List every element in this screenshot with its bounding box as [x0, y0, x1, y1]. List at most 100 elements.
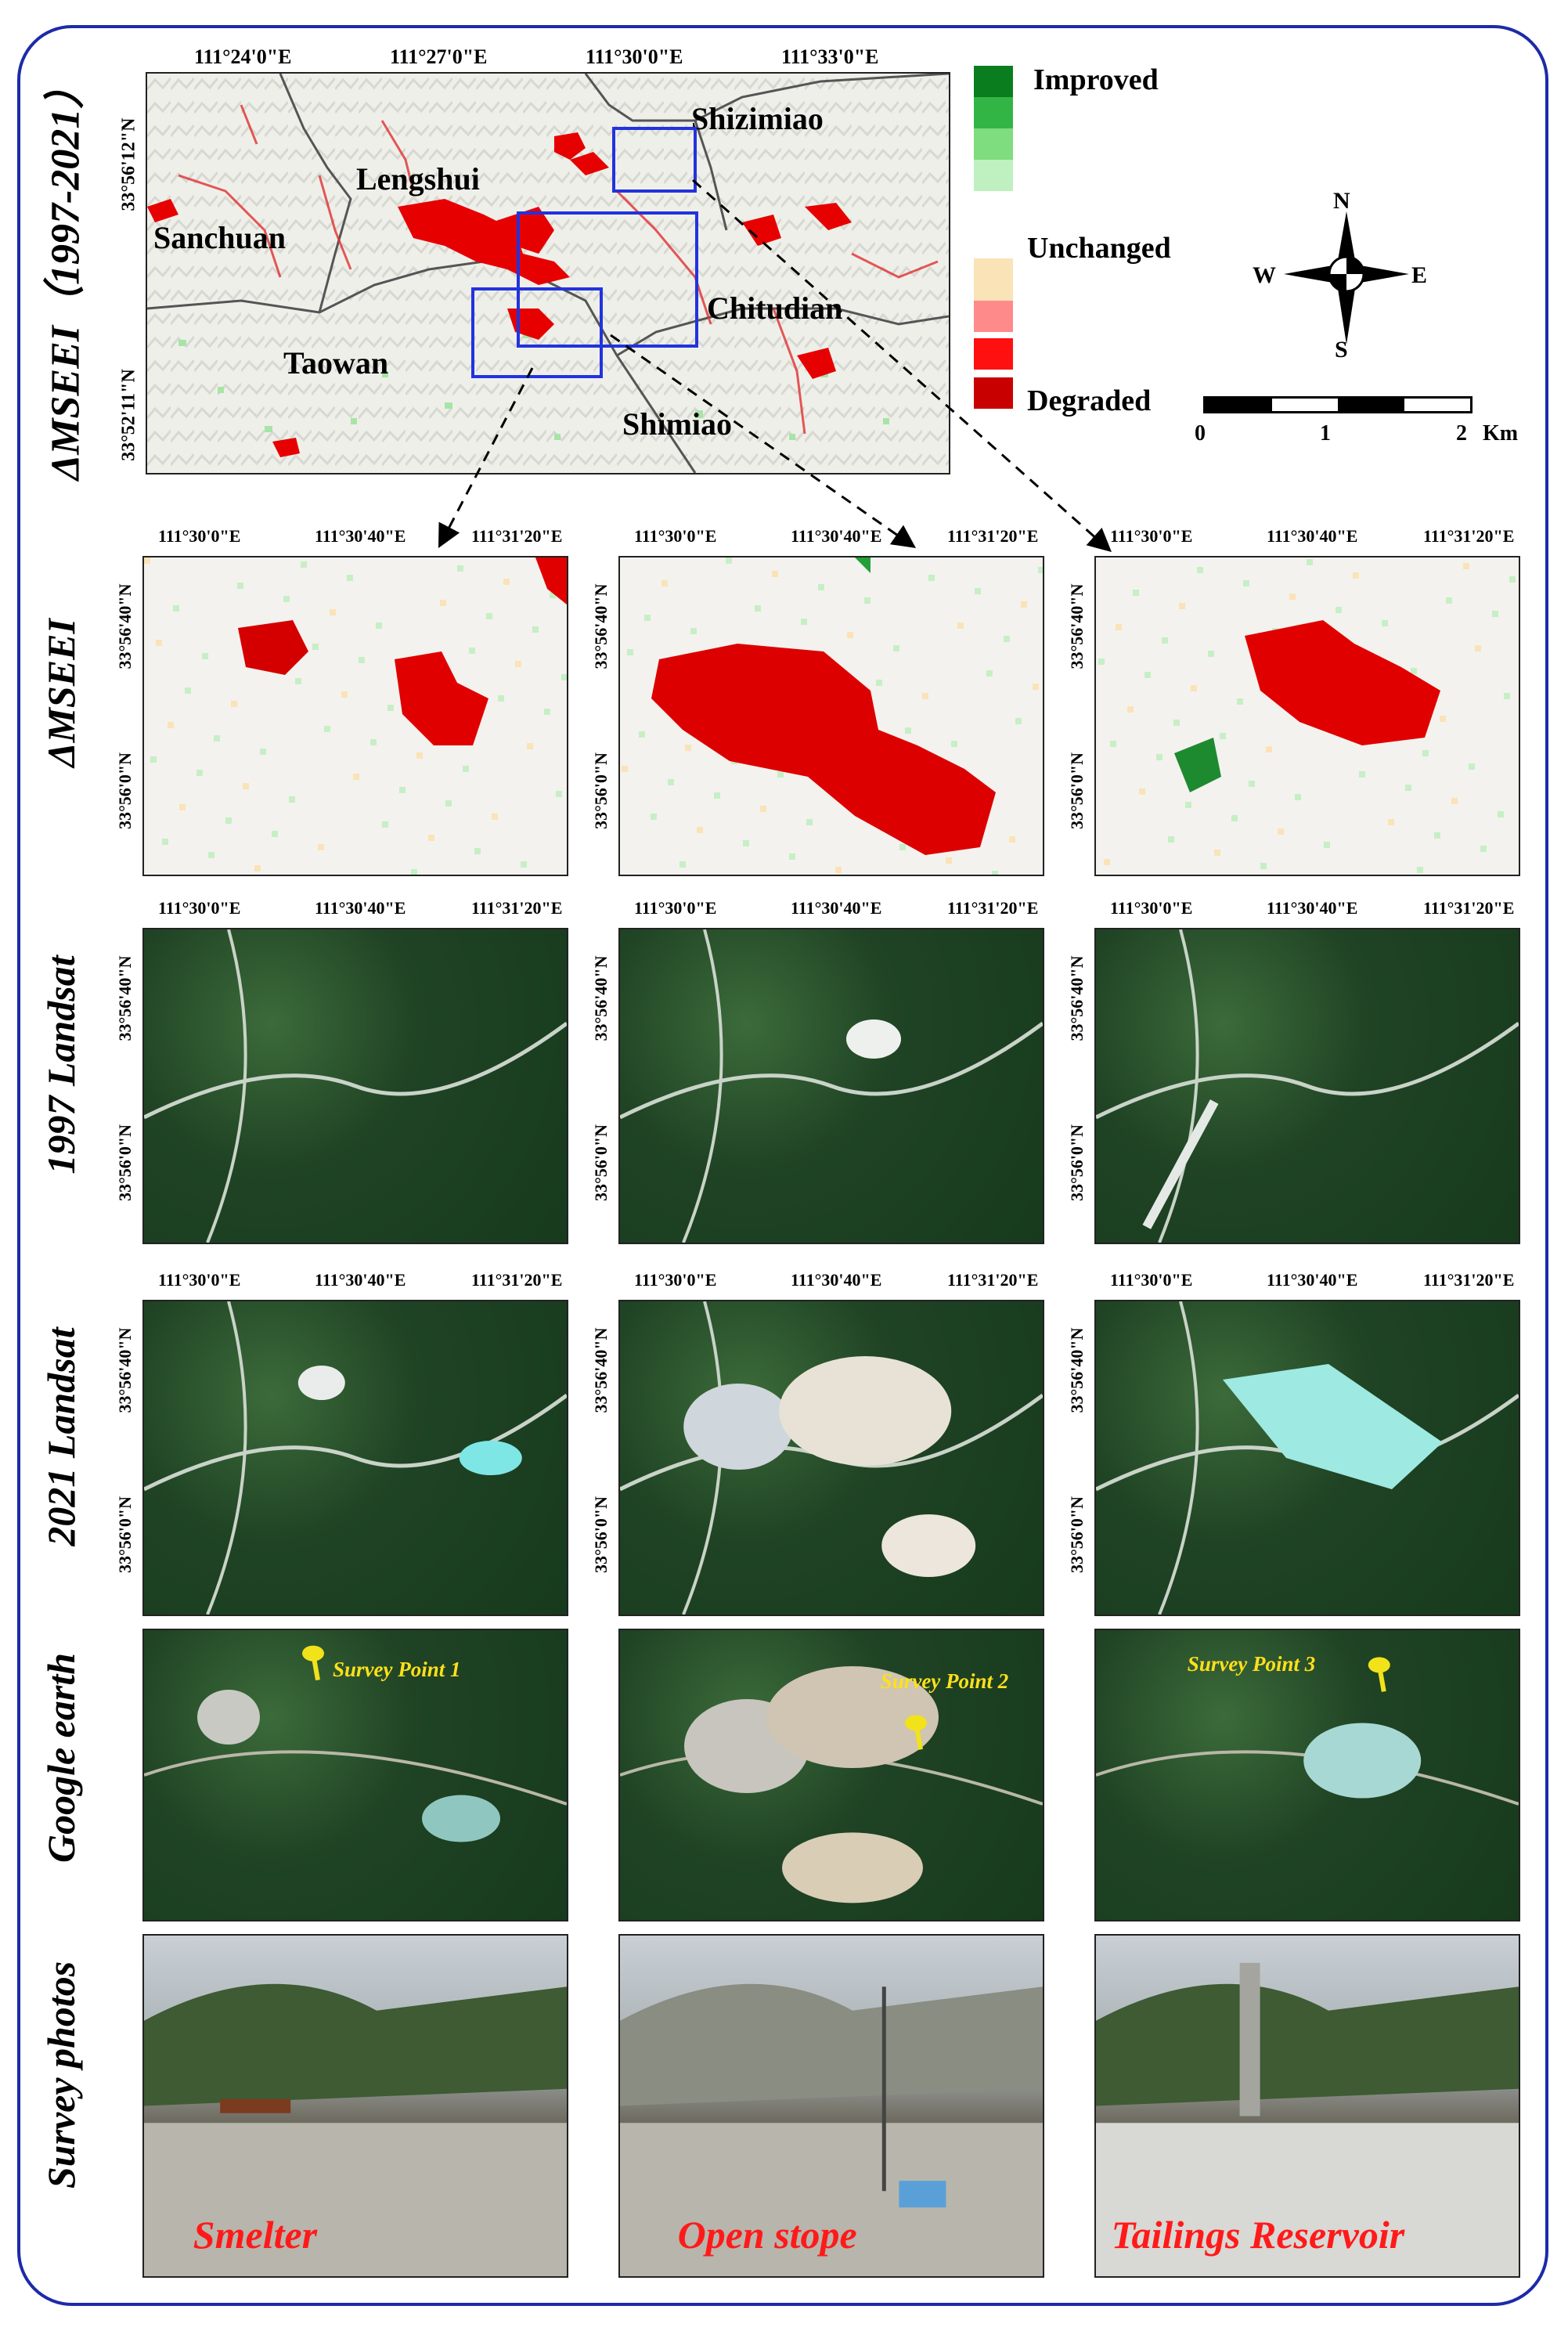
- photo-graphic: [144, 1983, 567, 2276]
- panel-ls21: [618, 1300, 1044, 1616]
- lat-tick: 33°56'40"N: [1067, 1327, 1087, 1413]
- lon-tick: 111°30'0"E: [1110, 898, 1193, 918]
- panel-ge: [142, 1629, 568, 1921]
- lon-tick: 111°33'0"E: [781, 45, 879, 68]
- photo-caption: Smelter: [193, 2213, 318, 2257]
- panel-delta: [1094, 556, 1520, 876]
- photo-graphic: [620, 1983, 1043, 2276]
- survey-point-label: Survey Point 1: [333, 1658, 461, 1681]
- lon-tick: 111°30'0"E: [158, 898, 241, 918]
- place-name: Chitudian: [707, 290, 843, 326]
- lat-tick: 33°56'40"N: [1067, 583, 1087, 669]
- row-label: Survey photos: [39, 1961, 83, 2189]
- lat-tick: 33°56'40"N: [591, 955, 611, 1041]
- compass-e: E: [1411, 262, 1428, 288]
- ls21-graphic: [620, 1301, 1043, 1615]
- lat-tick: 33°56'0"N: [591, 752, 611, 830]
- lon-tick: 111°31'20"E: [1423, 898, 1515, 918]
- lat-tick: 33°56'0"N: [1067, 1496, 1087, 1574]
- scale-tick: 2: [1456, 421, 1467, 446]
- scale-tick: 1: [1320, 421, 1331, 446]
- lat-tick: 33°56'0"N: [591, 1496, 611, 1574]
- lat-tick: 33°56'40"N: [1067, 955, 1087, 1041]
- ge-graphic: [144, 1645, 567, 1842]
- overview-map: [146, 72, 950, 474]
- lon-tick: 111°31'20"E: [947, 526, 1039, 546]
- ls97-graphic: [144, 929, 567, 1243]
- legend-label: Improved: [1033, 63, 1159, 96]
- lat-tick: 33°56'0"N: [115, 752, 135, 830]
- lon-tick: 111°30'40"E: [315, 898, 406, 918]
- zoom-arrows: [437, 179, 1112, 554]
- lon-tick: 111°31'20"E: [1423, 1270, 1515, 1290]
- lon-tick: 111°30'40"E: [315, 1270, 406, 1290]
- row-label: ΔMSEEI: [39, 619, 83, 767]
- lat-tick: 33°56'0"N: [1067, 752, 1087, 830]
- delta-graphic: [144, 557, 567, 875]
- legend-label: Degraded: [1027, 384, 1152, 417]
- place-name: Sanchuan: [153, 220, 286, 255]
- panel-delta: [142, 556, 568, 876]
- ls21-graphic: [144, 1301, 567, 1615]
- legend-swatch: [974, 66, 1013, 97]
- ge-graphic: [1096, 1657, 1519, 1806]
- legend-swatch: [974, 258, 1013, 290]
- compass-s: S: [1335, 337, 1348, 363]
- scale-bar: [1203, 396, 1472, 413]
- place-name: Lengshui: [356, 161, 480, 197]
- lat-tick: 33°56'0"N: [115, 1496, 135, 1574]
- lon-tick: 111°30'40"E: [315, 526, 406, 546]
- panel-ls21: [1094, 1300, 1520, 1616]
- north-arrow-icon: [1284, 211, 1409, 345]
- pushpin-icon: [905, 1715, 927, 1750]
- lon-tick: 111°30'0"E: [158, 1270, 241, 1290]
- legend-label: Unchanged: [1027, 232, 1171, 265]
- photo-caption: Open stope: [677, 2213, 857, 2257]
- survey-point-label: Survey Point 2: [880, 1669, 1009, 1693]
- lon-tick: 111°30'0"E: [158, 526, 241, 546]
- panel-photo: [618, 1934, 1044, 2278]
- figure-frame: [17, 25, 1548, 2306]
- delta-graphic: [1098, 559, 1516, 873]
- lon-tick: 111°30'0"E: [634, 1270, 717, 1290]
- place-name: Shizimiao: [691, 101, 824, 136]
- lon-tick: 111°31'20"E: [947, 898, 1039, 918]
- place-name: Shimiao: [622, 406, 733, 442]
- legend-swatch: [974, 128, 1013, 160]
- panel-ge: [1094, 1629, 1520, 1921]
- pushpin-icon: [1368, 1657, 1390, 1692]
- panel-ls97: [142, 928, 568, 1244]
- lat-tick: 33°56'40"N: [115, 955, 135, 1041]
- ls21-graphic: [1096, 1301, 1519, 1615]
- lon-tick: 111°30'40"E: [1267, 898, 1358, 918]
- panel-ls21: [142, 1300, 568, 1616]
- legend-swatch: [974, 338, 1013, 370]
- scale-tick: 0: [1195, 421, 1206, 446]
- lon-tick: 111°30'0"E: [634, 526, 717, 546]
- lat-tick: 33°56'0"N: [1067, 1124, 1087, 1202]
- legend-swatch: [974, 160, 1013, 191]
- place-name: Taowan: [283, 345, 389, 381]
- lat-tick: 33°56'0"N: [115, 1124, 135, 1202]
- panel-photo: [1094, 1934, 1520, 2278]
- panel-ls97: [1094, 928, 1520, 1244]
- lon-tick: 111°30'40"E: [1267, 1270, 1358, 1290]
- photo-caption: Tailings Reservoir: [1111, 2213, 1405, 2257]
- lon-tick: 111°31'20"E: [471, 898, 563, 918]
- row-label: Google earth: [39, 1652, 83, 1864]
- panel-delta: [618, 556, 1044, 876]
- survey-point-label: Survey Point 3: [1187, 1651, 1316, 1676]
- lon-tick: 111°30'0"E: [586, 45, 683, 68]
- ls97-graphic: [1096, 929, 1519, 1243]
- lon-tick: 111°31'20"E: [1423, 526, 1515, 546]
- zoom-box: [471, 287, 603, 378]
- lon-tick: 111°30'40"E: [791, 1270, 882, 1290]
- lat-tick: 33°56'0"N: [591, 1124, 611, 1202]
- legend-swatch: [974, 301, 1013, 332]
- ls97-graphic: [620, 929, 1043, 1243]
- lat-tick: 33°56'40"N: [115, 583, 135, 669]
- lon-tick: 111°31'20"E: [947, 1270, 1039, 1290]
- lon-tick: 111°30'0"E: [1110, 526, 1193, 546]
- lat-tick: 33°56'40"N: [591, 1327, 611, 1413]
- delta-graphic: [622, 557, 1043, 875]
